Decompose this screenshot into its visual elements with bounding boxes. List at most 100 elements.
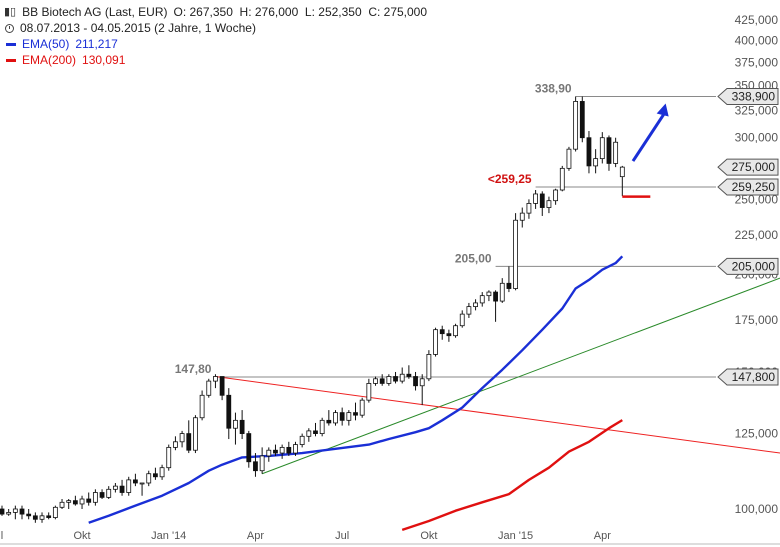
ema50-line xyxy=(88,255,624,524)
candle-body xyxy=(306,430,312,437)
candle-body xyxy=(59,501,65,508)
candle-body xyxy=(279,446,285,454)
x-tick-label: Jul xyxy=(335,530,349,542)
candle-body xyxy=(613,141,619,164)
candle-body xyxy=(539,193,545,208)
candle-body xyxy=(473,302,478,308)
candle-body xyxy=(159,467,165,478)
clock-icon xyxy=(5,23,14,33)
y-tick-label: 125,000 xyxy=(735,427,779,441)
candle-body xyxy=(219,376,225,396)
candle-body xyxy=(346,412,352,421)
candle-body xyxy=(353,412,358,416)
candle-body xyxy=(313,430,318,434)
x-tick-label: Jan '15 xyxy=(498,530,533,542)
candle-body xyxy=(226,394,232,429)
y-tick-label: 400,000 xyxy=(735,33,779,47)
ohlc-values: O: 267,350 H: 276,000 L: 252,350 C: 275,… xyxy=(173,5,428,19)
candle-body xyxy=(166,446,172,469)
level-tag-text: 259,250 xyxy=(732,180,776,194)
candle-body xyxy=(393,376,398,382)
candle-body xyxy=(213,376,218,382)
ema200-line xyxy=(401,419,623,532)
candle-body xyxy=(506,282,512,289)
candle-body xyxy=(459,313,465,327)
candle-body xyxy=(586,137,592,167)
chart-legend: ▮▯ BB Biotech AG (Last, EUR) O: 267,350 … xyxy=(4,4,433,68)
candle-body xyxy=(79,498,85,505)
bars-chart-icon: ▮▯ xyxy=(4,6,17,18)
level-label: 338,90 xyxy=(535,82,572,96)
ema50-swatch xyxy=(6,42,16,46)
candle-body xyxy=(153,473,158,478)
x-tick-label: Apr xyxy=(247,530,264,542)
candle-body xyxy=(599,137,605,160)
candle-body xyxy=(399,373,405,382)
candle-body xyxy=(433,329,438,355)
candle-body xyxy=(32,515,38,520)
level-label: 205,00 xyxy=(455,251,492,265)
candle-body xyxy=(553,189,559,202)
candle-body xyxy=(293,444,298,454)
last-price-tag xyxy=(717,158,779,176)
candle-body xyxy=(486,291,492,297)
ema50-label: EMA(50) xyxy=(22,37,70,51)
candle-body xyxy=(519,212,525,221)
x-tick-label: Okt xyxy=(420,530,437,542)
candle-body xyxy=(186,433,192,451)
candle-body xyxy=(606,137,612,164)
candle-body xyxy=(453,325,458,337)
x-tick-label: Okt xyxy=(73,530,90,542)
ema200-swatch xyxy=(6,58,16,62)
candle-body xyxy=(339,412,345,421)
candle-body xyxy=(139,482,145,485)
candle-body xyxy=(26,513,32,517)
level-label: 147,80 xyxy=(175,362,212,376)
instrument-title: BB Biotech AG (Last, EUR) xyxy=(22,5,168,19)
candle-body xyxy=(39,515,45,520)
candle-body xyxy=(406,373,412,377)
level-tag-text: 205,000 xyxy=(732,259,776,273)
candle-body xyxy=(206,380,212,396)
candle-body xyxy=(466,306,472,315)
level-tag-text: 338,900 xyxy=(732,90,776,104)
level-tag xyxy=(717,178,779,196)
candle-body xyxy=(273,449,278,454)
x-tick-label: Jan '14 xyxy=(151,530,186,542)
annotations xyxy=(622,103,669,198)
candle-body xyxy=(573,101,579,150)
candle-body xyxy=(593,158,599,167)
candle-body xyxy=(439,329,445,335)
candle-body xyxy=(426,354,432,380)
horizontal-levels: 338,90 <259,25 205,00 147,80 xyxy=(175,82,716,378)
x-tick-label: Apr xyxy=(594,530,611,542)
level-tag-text: 147,800 xyxy=(732,370,776,384)
candle-body xyxy=(446,333,452,337)
candle-body xyxy=(379,378,385,384)
candle-body xyxy=(193,417,198,451)
candle-body xyxy=(146,473,152,484)
date-range: 08.07.2013 - 04.05.2015 (2 Jahre, 1 Woch… xyxy=(20,21,256,35)
candle-body xyxy=(112,485,118,490)
candle-body xyxy=(266,449,272,457)
candlesticks xyxy=(0,96,625,523)
price-tags: 338,900 259,250 205,000 147,800 275,000 xyxy=(717,88,779,386)
candle-body xyxy=(493,291,498,302)
up-arrow-shaft xyxy=(631,110,667,162)
candle-body xyxy=(12,508,18,513)
candle-body xyxy=(319,419,325,434)
candle-body xyxy=(119,485,125,493)
candle-body xyxy=(619,166,625,178)
candle-body xyxy=(373,378,378,384)
candle-body xyxy=(359,399,365,416)
candle-body xyxy=(326,419,332,424)
candle-body xyxy=(19,508,25,515)
candle-body xyxy=(366,383,372,401)
y-tick-label: 300,000 xyxy=(735,131,779,145)
y-tick-label: 425,000 xyxy=(735,13,779,27)
legend-range-row: 08.07.2013 - 04.05.2015 (2 Jahre, 1 Woch… xyxy=(4,20,433,36)
last-price-tag-text: 275,000 xyxy=(732,160,776,174)
candle-body xyxy=(513,219,518,289)
level-tag xyxy=(717,257,779,275)
candle-body xyxy=(479,295,485,304)
